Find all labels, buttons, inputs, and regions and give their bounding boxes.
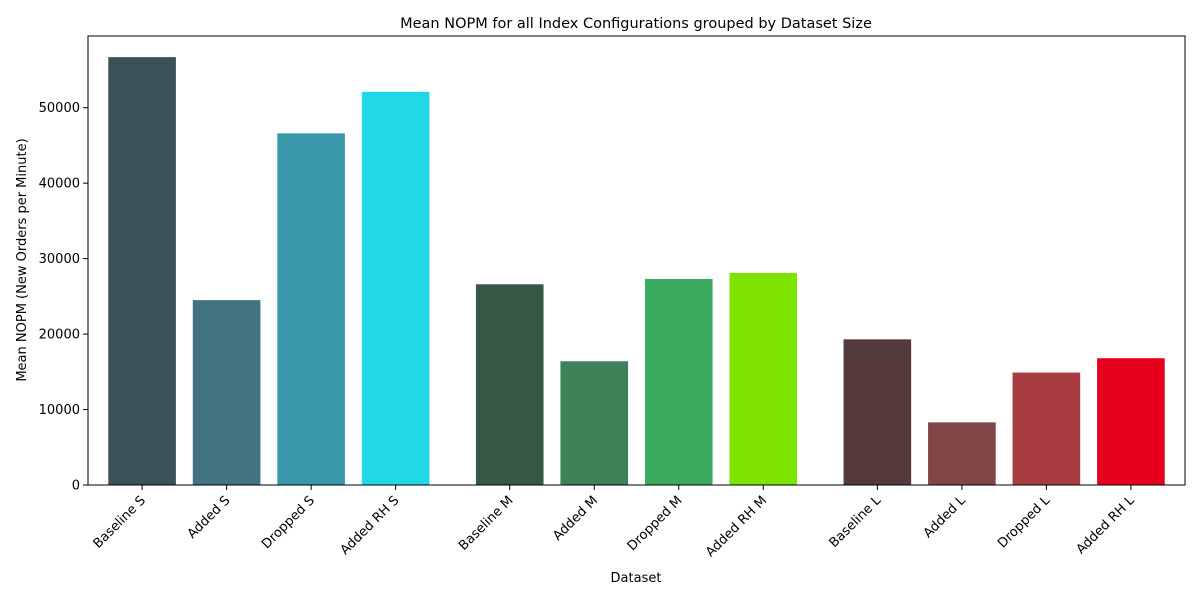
x-tick-label: Dropped M bbox=[625, 493, 686, 554]
bar-added-s bbox=[192, 300, 261, 485]
x-tick-label: Added RH S bbox=[338, 493, 403, 558]
bar-added-rh-s bbox=[361, 91, 430, 486]
y-tick-label: 0 bbox=[72, 479, 80, 494]
bar-added-m bbox=[560, 361, 629, 485]
x-tick-label: Baseline L bbox=[827, 493, 885, 551]
bar-baseline-l bbox=[843, 339, 912, 485]
bar-dropped-m bbox=[644, 278, 713, 485]
bar-added-l bbox=[928, 422, 996, 485]
bar-dropped-l bbox=[1012, 372, 1081, 485]
y-axis-label: Mean NOPM (New Orders per Minute) bbox=[15, 138, 30, 381]
bar-dropped-s bbox=[277, 133, 345, 485]
y-tick-label: 30000 bbox=[39, 252, 80, 267]
bar-added-rh-m bbox=[729, 272, 798, 485]
x-tick-label: Dropped S bbox=[259, 493, 318, 552]
x-axis: Baseline S Added S Dropped S Added RH S Base… bbox=[91, 485, 1139, 560]
x-tick-label: Baseline S bbox=[91, 493, 149, 551]
bar-baseline-m bbox=[475, 284, 544, 485]
x-tick-label: Dropped L bbox=[995, 493, 1054, 552]
y-tick-label: 20000 bbox=[39, 328, 80, 343]
y-axis: 0 10000 20000 30000 40000 50000 bbox=[39, 101, 88, 494]
y-tick-label: 10000 bbox=[39, 403, 80, 418]
x-tick-label: Added RH L bbox=[1074, 493, 1139, 558]
y-tick-label: 50000 bbox=[39, 101, 80, 116]
x-axis-label: Dataset bbox=[611, 571, 662, 586]
x-tick-label: Added RH M bbox=[703, 493, 770, 560]
x-tick-label: Added M bbox=[550, 493, 601, 544]
x-tick-label: Added S bbox=[185, 493, 234, 542]
y-tick-label: 40000 bbox=[39, 177, 80, 192]
bar-added-rh-l bbox=[1097, 358, 1165, 485]
x-tick-label: Added L bbox=[921, 493, 969, 541]
chart-title: Mean NOPM for all Index Configurations g… bbox=[400, 16, 872, 32]
bars-group bbox=[108, 57, 1165, 486]
bar-baseline-s bbox=[108, 57, 176, 485]
x-tick-label: Baseline M bbox=[456, 493, 516, 553]
plot-frame bbox=[87, 35, 1186, 486]
